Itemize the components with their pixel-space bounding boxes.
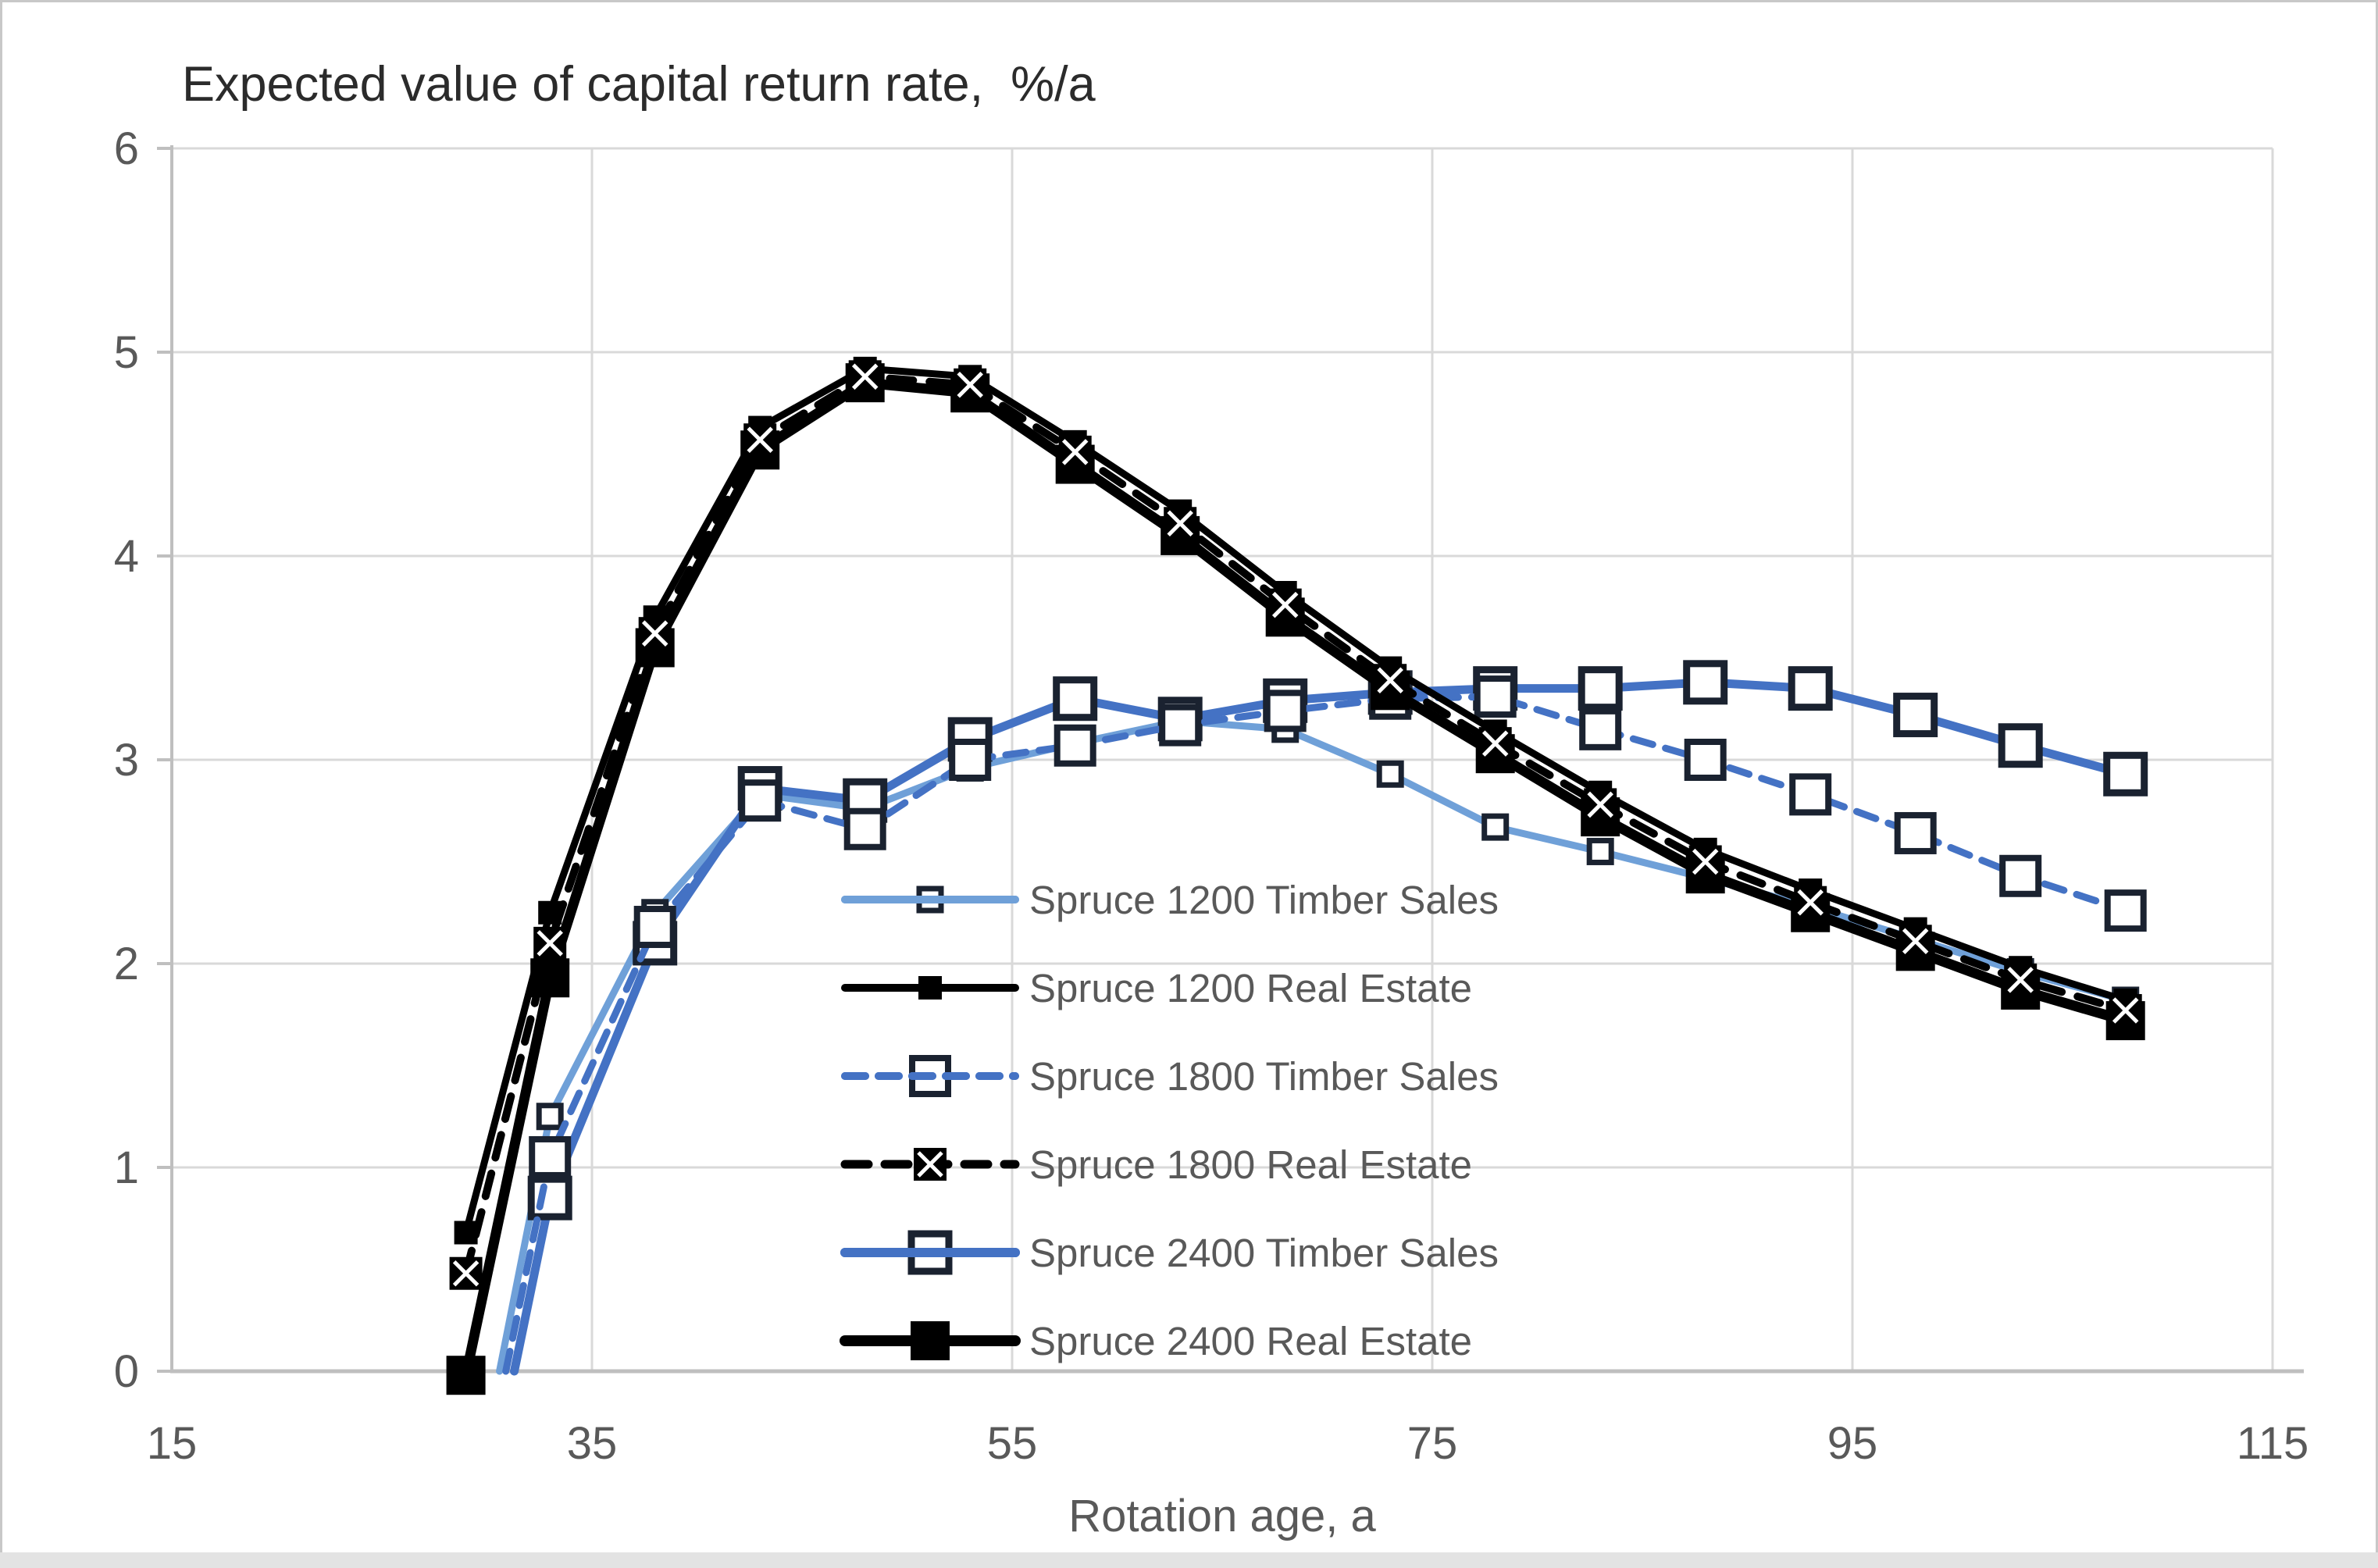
legend-label: Spruce 1800 Timber Sales [1029,1054,1499,1099]
series-marker-spruce-1200-timber-sales [1376,760,1404,788]
series-marker-x-stroke [1902,928,1929,955]
legend-item-spruce-2400-timber-sales[interactable]: Spruce 2400 Timber Sales [840,1230,1499,1275]
series-marker-spruce-1800-timber-sales [529,1135,572,1178]
series-marker-spruce-2400-timber-sales [527,1175,572,1221]
series-marker-x-stroke [1377,667,1403,693]
x-tick-label-95: 95 [1827,1418,1878,1469]
series-marker-x-stroke [957,371,983,398]
series-marker-spruce-1800-timber-sales [1054,724,1096,767]
series-marker-x-stroke [452,1260,480,1287]
series-marker-spruce-1800-timber-sales [1999,854,2042,897]
series-marker-spruce-1800-timber-sales [1474,675,1517,718]
series-marker-spruce-2400-timber-sales [1998,723,2043,768]
chart-title[interactable]: Expected value of capital return rate, %… [182,57,1096,112]
series-marker-spruce-1800-timber-sales [1159,704,1202,747]
series-marker-spruce-1200-timber-sales [1586,837,1614,865]
legend-marker [911,1321,950,1360]
series-marker-x-stroke [851,363,879,390]
y-tick-label-4: 4 [114,531,139,582]
legend-label: Spruce 1200 Timber Sales [1029,878,1499,922]
x-tick-label-35: 35 [567,1418,618,1469]
series-marker-spruce-1200-timber-sales [536,1103,564,1131]
series-marker-spruce-1200-timber-sales [1481,813,1510,841]
series-marker-x-stroke [1167,510,1193,537]
y-tick-label-5: 5 [114,327,139,378]
legend-item-spruce-1800-timber-sales[interactable]: Spruce 1800 Timber Sales [841,1054,1499,1099]
x-tick-label-75: 75 [1407,1418,1458,1469]
series-marker-x-stroke [747,426,773,453]
series-marker-spruce-1800-timber-sales [633,906,676,949]
series-marker-spruce-2400-timber-sales [1578,666,1623,711]
legend-label: Spruce 1200 Real Estate [1029,966,1472,1010]
series-marker-x-stroke [537,930,563,957]
series-marker-x-stroke [641,620,668,647]
series-marker-spruce-1800-timber-sales [2104,889,2147,932]
series-marker-x-stroke [2112,997,2139,1024]
series-line-spruce-1200-real-estate[interactable] [462,365,2130,1236]
series-marker-spruce-1800-timber-sales [843,807,886,850]
x-tick-label-15: 15 [147,1418,198,1469]
series-marker-x-stroke [2007,967,2034,993]
x-tick-label-55: 55 [987,1418,1038,1469]
y-tick-label-1: 1 [114,1142,139,1193]
series-marker-x-stroke [1797,889,1824,916]
series-marker-spruce-2400-timber-sales [2103,751,2148,796]
y-tick-label-0: 0 [114,1346,139,1397]
series-marker-spruce-2400-timber-sales [1683,660,1728,705]
series-marker-spruce-1800-timber-sales [1264,690,1307,732]
legend-item-spruce-1200-timber-sales[interactable]: Spruce 1200 Timber Sales [841,878,1499,922]
series-marker-spruce-2400-timber-sales [1053,676,1098,722]
series-marker-x-stroke [1692,848,1719,875]
y-tick-label-2: 2 [114,939,139,989]
legend-item-spruce-1800-real-estate[interactable]: Spruce 1800 Real Estate [840,1142,1472,1187]
y-tick-label-3: 3 [114,735,139,786]
series-marker-x-stroke [1061,439,1089,465]
legend-label: Spruce 1800 Real Estate [1029,1142,1472,1187]
legend-marker-x [917,1151,943,1178]
x-axis-title[interactable]: Rotation age, a [1068,1491,1376,1541]
series-marker-x-stroke [1481,730,1509,757]
legend-item-spruce-1200-real-estate[interactable]: Spruce 1200 Real Estate [841,966,1472,1010]
legend-item-spruce-2400-real-estate[interactable]: Spruce 2400 Real Estate [840,1319,1472,1363]
x-tick-label-115: 115 [2237,1418,2308,1469]
legend-marker [918,976,942,1000]
series-marker-spruce-2400-timber-sales [1893,693,1938,738]
series-marker-x-stroke [1271,591,1299,618]
bottom-edge-strip [0,1552,2378,1568]
legend-label: Spruce 2400 Timber Sales [1029,1231,1499,1275]
series-marker-spruce-1800-timber-sales [1789,773,1832,816]
series-marker-spruce-2400-real-estate [446,1356,486,1395]
y-tick-label-6: 6 [114,123,139,174]
series-marker-spruce-1800-timber-sales [949,739,992,781]
series-marker-spruce-1800-timber-sales [1894,811,1937,854]
series-marker-spruce-1800-timber-sales [1579,707,1622,750]
series-marker-spruce-2400-timber-sales [1788,666,1833,711]
series-marker-x-stroke [1587,791,1613,818]
series-marker-spruce-1800-timber-sales [1684,739,1727,781]
series-marker-spruce-1800-timber-sales [739,779,782,822]
legend-label: Spruce 2400 Real Estate [1029,1319,1472,1363]
